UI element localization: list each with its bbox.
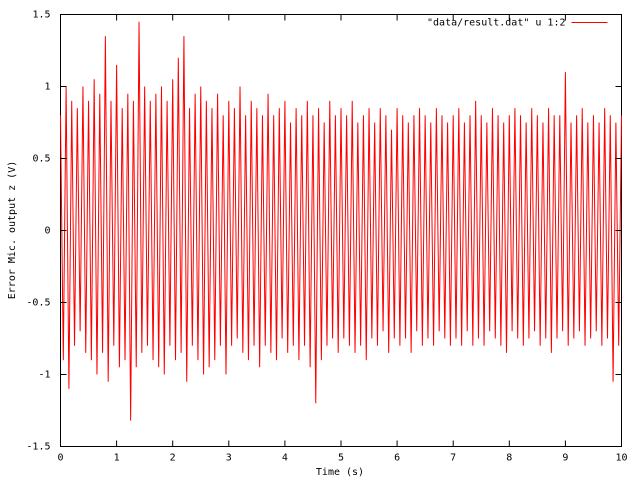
x-tick-label: 6 (394, 453, 400, 464)
x-tick-label: 4 (282, 453, 288, 464)
y-tick-label: -0.5 (26, 298, 50, 309)
data-line (60, 21, 622, 421)
x-tick-label: 5 (338, 453, 344, 464)
x-tick-label: 3 (226, 453, 232, 464)
y-tick-label: -1 (38, 370, 50, 381)
plot-border (60, 14, 622, 447)
x-tick-label: 2 (170, 453, 176, 464)
x-tick-label: 9 (562, 453, 568, 464)
x-tick-label: 0 (57, 453, 63, 464)
x-tick-label: 8 (506, 453, 512, 464)
y-tick-label: 0 (44, 226, 50, 237)
x-tick-label: 7 (450, 453, 456, 464)
legend-label: "data/result.dat" u 1:2 (427, 18, 565, 29)
x-axis-label: Time (s) (316, 467, 364, 478)
y-tick-label: 1 (44, 82, 50, 93)
x-tick-label: 1 (114, 453, 120, 464)
y-axis-label: Error Mic. output z (V) (7, 161, 18, 299)
y-tick-label: 0.5 (32, 154, 50, 165)
x-tick-label: 10 (615, 453, 627, 464)
y-tick-label: 1.5 (32, 10, 50, 21)
y-tick-label: -1.5 (26, 442, 50, 453)
